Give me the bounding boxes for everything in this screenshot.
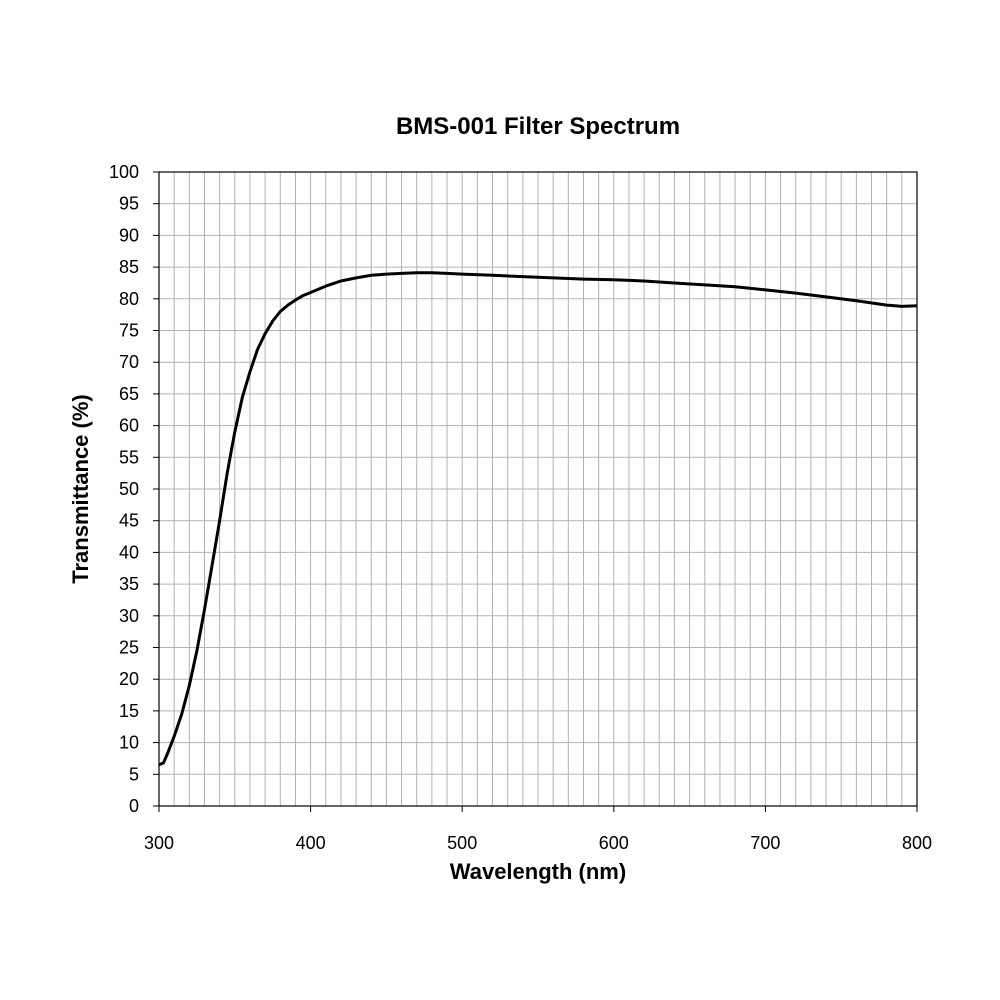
y-tick-label: 60 xyxy=(119,416,139,436)
y-tick-label: 35 xyxy=(119,574,139,594)
y-tick-label: 40 xyxy=(119,542,139,562)
x-tick-label: 600 xyxy=(599,833,629,853)
x-tick-label: 800 xyxy=(902,833,932,853)
y-tick-label: 0 xyxy=(129,796,139,816)
y-tick-label: 15 xyxy=(119,701,139,721)
chart-title: BMS-001 Filter Spectrum xyxy=(396,113,680,140)
y-tick-label: 45 xyxy=(119,511,139,531)
x-axis-label: Wavelength (nm) xyxy=(450,859,626,884)
y-tick-label: 85 xyxy=(119,257,139,277)
y-tick-label: 80 xyxy=(119,289,139,309)
plot-border xyxy=(158,171,918,807)
y-tick-label: 50 xyxy=(119,479,139,499)
y-tick-label: 70 xyxy=(119,352,139,372)
y-tick-label: 25 xyxy=(119,638,139,658)
grid xyxy=(159,172,917,806)
x-tick-label: 300 xyxy=(144,833,174,853)
y-tick-label: 65 xyxy=(119,384,139,404)
y-tick-label: 90 xyxy=(119,225,139,245)
y-tick-label: 20 xyxy=(119,669,139,689)
y-tick-label: 95 xyxy=(119,194,139,214)
x-tick-label: 700 xyxy=(750,833,780,853)
x-tick-label: 500 xyxy=(447,833,477,853)
x-tick-labels: 300 400 500 600 700 800 xyxy=(144,806,932,853)
y-tick-label: 10 xyxy=(119,733,139,753)
y-tick-label: 55 xyxy=(119,447,139,467)
transmittance-line xyxy=(158,271,918,767)
y-tick-label: 5 xyxy=(129,764,139,784)
y-tick-label: 75 xyxy=(119,321,139,341)
x-tick-label: 400 xyxy=(296,833,326,853)
y-tick-label: 100 xyxy=(109,162,139,182)
y-tick-label: 30 xyxy=(119,606,139,626)
y-tick-labels: 0 5 10 15 20 25 30 35 40 45 50 55 60 65 70 75 80 85 90 95 10… xyxy=(109,162,159,816)
y-axis-label: Transmittance (%) xyxy=(68,394,93,584)
